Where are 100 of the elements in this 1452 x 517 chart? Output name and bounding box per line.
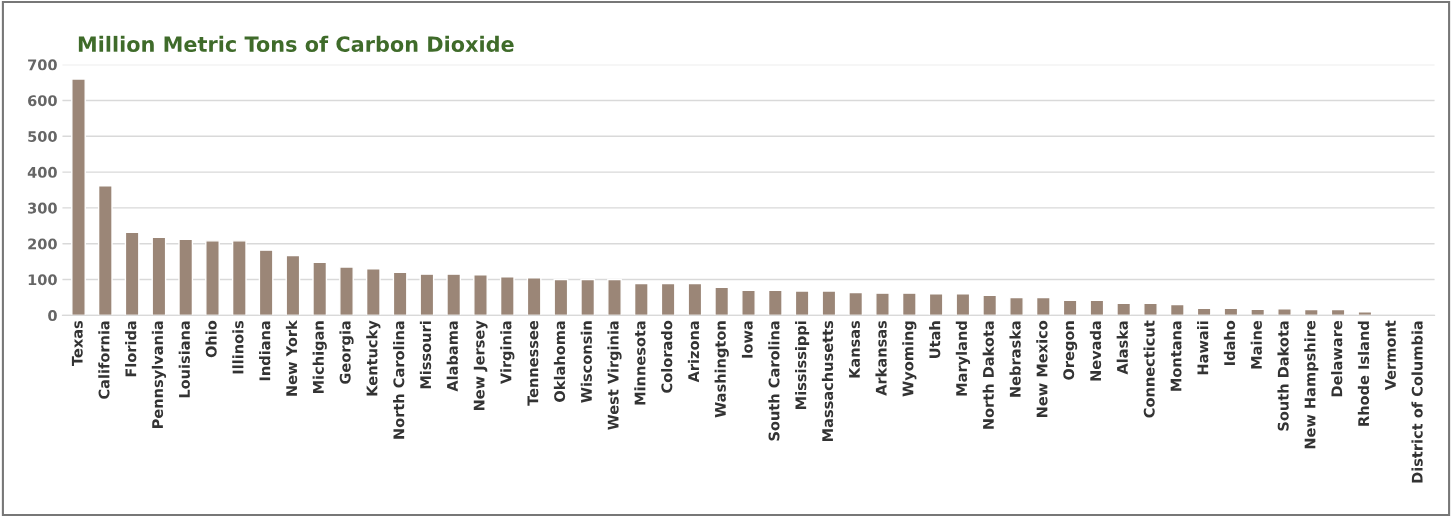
x-tick-label: Colorado (661, 320, 673, 393)
x-tick-label: Oregon (1063, 321, 1078, 380)
x-tick-label: Hawaii (1197, 321, 1209, 375)
bar (633, 282, 649, 316)
x-tick-label: Arkansas (875, 320, 887, 396)
bar (1303, 308, 1319, 316)
bar (231, 240, 247, 316)
x-tick-label: Michigan (312, 321, 327, 394)
bar (1116, 302, 1132, 316)
bar (982, 294, 998, 316)
x-tick-label: South Dakota (1277, 321, 1289, 431)
bar (1357, 311, 1373, 316)
bar (1250, 308, 1266, 316)
bar (419, 273, 435, 316)
bar (446, 273, 462, 316)
bar (205, 240, 220, 316)
x-tick-label: Pennsylvania (151, 321, 167, 428)
x-tick-label: Minnesota (634, 321, 646, 405)
bar (1330, 308, 1346, 316)
x-tick-label: Delaware (1331, 320, 1343, 397)
bar (848, 291, 864, 316)
x-tick-label: Idaho (1223, 320, 1236, 365)
y-tick-label: 600 (28, 95, 57, 107)
x-tick-label: Massachusetts (821, 320, 834, 442)
x-tick-label: Maryland (955, 321, 971, 396)
bar (1009, 296, 1024, 316)
y-tick-label: 100 (28, 274, 57, 286)
bar (928, 293, 944, 316)
x-tick-label: Arizona (687, 321, 700, 383)
bar (741, 289, 756, 316)
x-tick-label: Mississippi (795, 321, 810, 409)
bar (580, 278, 596, 316)
bar (365, 268, 381, 316)
bar (660, 282, 676, 316)
bar (71, 78, 86, 316)
bar (1035, 296, 1051, 316)
x-tick-label: Florida (125, 321, 137, 377)
chart-title: Million Metric Tons of Carbon Dioxide (78, 35, 514, 52)
x-tick-label: Nebraska (1009, 321, 1021, 397)
x-tick-label: Rhode Island (1357, 321, 1370, 426)
bar (285, 254, 301, 316)
bar (794, 290, 810, 316)
bar (526, 277, 542, 316)
x-tick-label: West Virginia (607, 321, 622, 430)
y-tick-label: 300 (28, 202, 57, 214)
x-tick-label: Georgia (339, 321, 354, 384)
bar (767, 289, 783, 316)
x-tick-label: Tennessee (527, 320, 539, 406)
x-tick-label: Vermont (1385, 320, 1396, 391)
bar (607, 278, 622, 316)
bar (312, 261, 328, 316)
x-tick-label: New Jersey (473, 320, 488, 411)
bar (1062, 299, 1078, 316)
x-tick-label: Ohio (205, 320, 217, 358)
bar (714, 286, 730, 316)
bar (392, 271, 408, 316)
bar (124, 231, 140, 316)
bar (955, 293, 971, 316)
x-tick-label: Texas (71, 320, 83, 366)
x-tick-label: Iowa (741, 321, 753, 358)
bar (901, 292, 917, 316)
x-tick-label: Wisconsin (580, 321, 592, 403)
bar (553, 278, 569, 316)
x-tick-label: North Carolina (393, 321, 405, 439)
x-tick-label: Wyoming (902, 321, 917, 397)
bar (258, 249, 274, 316)
x-tick-label: Montana (1170, 321, 1182, 391)
bar (1277, 308, 1292, 316)
x-tick-label: North Dakota (982, 321, 994, 429)
x-tick-label: South Carolina (768, 321, 780, 441)
x-tick-label: Alabama (446, 321, 458, 392)
x-tick-label: District of Columbia (1411, 321, 1423, 483)
x-tick-label: New Mexico (1036, 320, 1048, 418)
x-tick-label: Alaska (1116, 321, 1128, 375)
x-tick-label: Missouri (419, 321, 432, 389)
x-tick-label: Nevada (1089, 321, 1102, 381)
bar (151, 236, 167, 316)
bar (875, 292, 890, 316)
bar (687, 282, 703, 316)
bar (339, 266, 354, 316)
x-tick-label: Illinois (232, 320, 244, 374)
y-tick-label: 400 (27, 166, 57, 178)
bar (821, 290, 837, 316)
bar (97, 185, 113, 316)
bar (1169, 303, 1185, 316)
bar (473, 274, 488, 316)
x-tick-label: Oklahoma (553, 321, 566, 402)
x-tick-label: Connecticut (1143, 320, 1155, 418)
x-tick-label: Kentucky (366, 320, 381, 396)
bar (1143, 302, 1158, 316)
x-tick-label: Washington (714, 321, 729, 418)
x-tick-label: Louisiana (178, 321, 190, 398)
y-tick-label: 700 (28, 59, 57, 71)
x-tick-label: California (98, 321, 110, 399)
x-tick-label: Virginia (500, 321, 515, 385)
bar (499, 275, 515, 316)
y-tick-label: 500 (28, 130, 57, 143)
y-tick-label: 200 (28, 238, 57, 250)
x-tick-label: Indiana (259, 321, 271, 381)
x-tick-label: Kansas (849, 320, 860, 378)
